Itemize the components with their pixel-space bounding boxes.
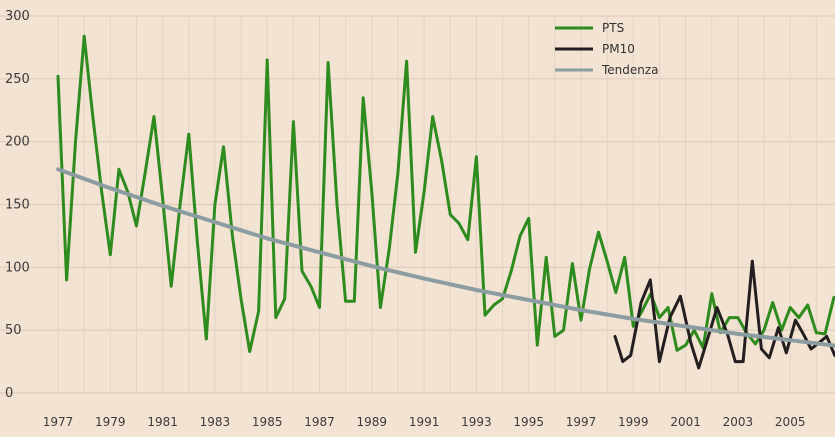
series-line-pts: [56, 34, 835, 353]
y-tick-label: 150: [5, 198, 30, 213]
x-tick-label: 1979: [95, 415, 126, 429]
x-tick-label: 1983: [200, 415, 231, 429]
x-tick-label: 1989: [357, 415, 388, 429]
legend: PTS PM10 Tendenza: [555, 21, 659, 77]
x-axis: 1977 1979 1981 1983 1985 1987 1989 1991 1993 1995…: [43, 415, 806, 429]
x-tick-label: 1981: [147, 415, 178, 429]
x-tick-label: 1995: [513, 415, 544, 429]
legend-label-pm10: PM10: [602, 42, 635, 56]
series-lines: [56, 34, 835, 370]
legend-label-tendenza: Tendenza: [601, 63, 659, 77]
series-line-tendenza: [56, 167, 835, 348]
legend-label-pts: PTS: [602, 21, 624, 35]
x-tick-label: 1991: [409, 415, 440, 429]
y-tick-label: 200: [5, 135, 30, 150]
y-tick-label: 300: [5, 9, 30, 24]
y-tick-label: 100: [5, 260, 30, 275]
y-tick-label: 0: [5, 386, 13, 401]
x-tick-label: 1977: [43, 415, 74, 429]
x-tick-label: 1999: [618, 415, 649, 429]
x-tick-label: 1985: [252, 415, 283, 429]
x-tick-label: 2005: [775, 415, 806, 429]
x-tick-label: 2001: [670, 415, 701, 429]
y-tick-label: 50: [5, 323, 22, 338]
y-tick-label: 250: [5, 72, 30, 87]
y-axis: 0 50 100 150 200 250 300: [5, 9, 30, 401]
x-tick-label: 2003: [723, 415, 754, 429]
x-tick-label: 1997: [566, 415, 597, 429]
x-tick-label: 1987: [304, 415, 335, 429]
x-tick-label: 1993: [461, 415, 492, 429]
